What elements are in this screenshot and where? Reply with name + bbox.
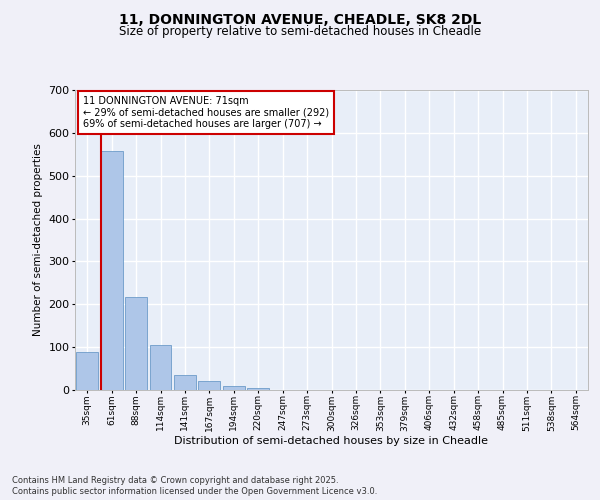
Bar	[149, 345, 172, 390]
Bar	[199, 380, 220, 390]
Text: 11, DONNINGTON AVENUE, CHEADLE, SK8 2DL: 11, DONNINGTON AVENUE, CHEADLE, SK8 2DL	[119, 12, 481, 26]
Text: Contains HM Land Registry data © Crown copyright and database right 2025.: Contains HM Land Registry data © Crown c…	[12, 476, 338, 485]
Bar	[125, 297, 147, 390]
Text: 11 DONNINGTON AVENUE: 71sqm
← 29% of semi-detached houses are smaller (292)
69% : 11 DONNINGTON AVENUE: 71sqm ← 29% of sem…	[83, 96, 329, 129]
Y-axis label: Number of semi-detached properties: Number of semi-detached properties	[33, 144, 43, 336]
X-axis label: Distribution of semi-detached houses by size in Cheadle: Distribution of semi-detached houses by …	[175, 436, 488, 446]
Bar	[247, 388, 269, 390]
Text: Size of property relative to semi-detached houses in Cheadle: Size of property relative to semi-detach…	[119, 25, 481, 38]
Bar	[223, 386, 245, 390]
Bar	[101, 152, 122, 390]
Bar	[174, 375, 196, 390]
Text: Contains public sector information licensed under the Open Government Licence v3: Contains public sector information licen…	[12, 487, 377, 496]
Bar	[76, 352, 98, 390]
